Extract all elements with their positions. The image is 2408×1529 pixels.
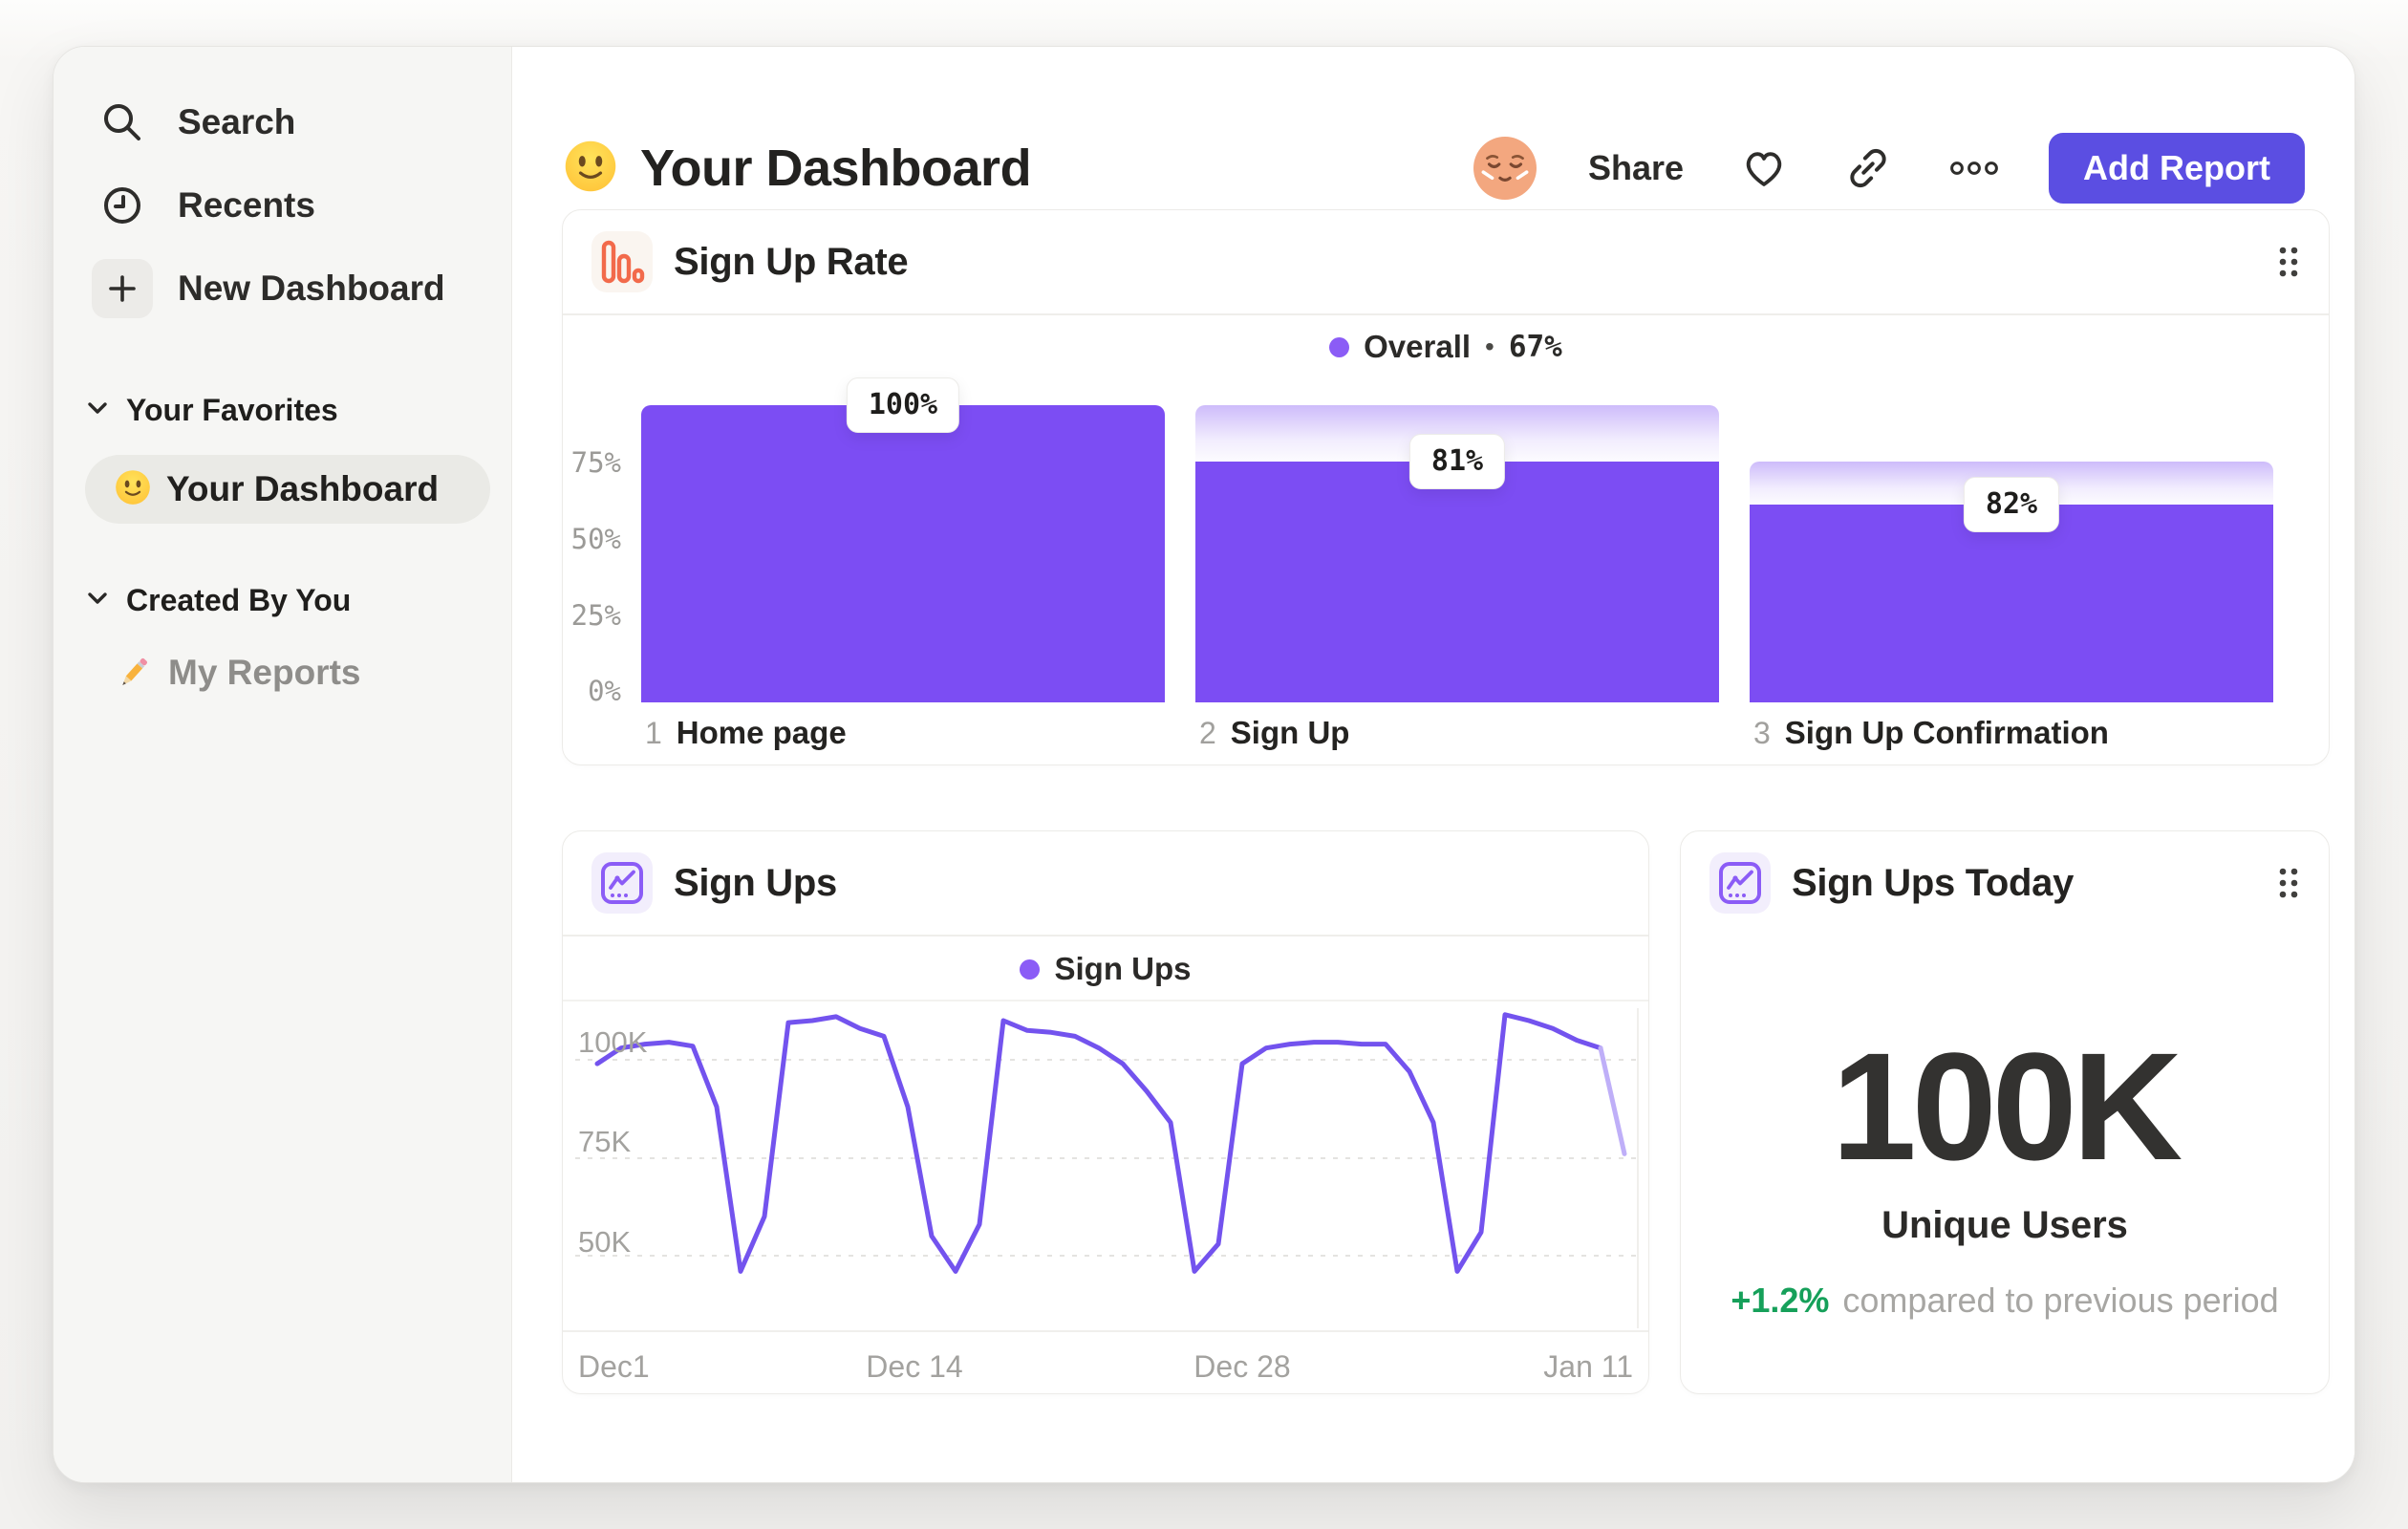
line-legend: Sign Ups bbox=[563, 946, 1648, 992]
page-title: Your Dashboard bbox=[640, 140, 1032, 197]
drag-handle-icon[interactable] bbox=[2277, 866, 2300, 900]
sidebar-item-your-dashboard[interactable]: Your Dashboard bbox=[85, 455, 490, 524]
title-group: Your Dashboard bbox=[564, 139, 1032, 198]
signups-line-projection bbox=[1598, 1045, 1627, 1156]
sidebar-item-label: New Dashboard bbox=[178, 269, 445, 308]
line-chart-icon bbox=[1709, 852, 1771, 914]
x-axis-tick: Dec 28 bbox=[1193, 1349, 1291, 1384]
y-axis-tick: 50% bbox=[570, 523, 621, 555]
kpi-metric-value: 100K bbox=[1831, 1021, 2183, 1192]
card-title: Sign Ups bbox=[674, 861, 837, 904]
signups-line-series bbox=[594, 1012, 1603, 1274]
legend-label: Sign Ups bbox=[1054, 951, 1192, 986]
x-axis-tick: Dec 14 bbox=[866, 1349, 963, 1384]
funnel-step-name: Sign Up bbox=[1230, 715, 1350, 750]
kpi-delta-value: +1.2% bbox=[1731, 1281, 1830, 1320]
sign-ups-today-card: Sign Ups Today 100K Unique Users +1.2% c… bbox=[1680, 830, 2330, 1394]
funnel-bar-solid bbox=[1195, 462, 1719, 702]
funnel-bar-solid bbox=[1750, 505, 2273, 702]
kpi-metric-label: Unique Users bbox=[1881, 1204, 2128, 1246]
funnel-bar bbox=[641, 405, 1165, 702]
section-title: Your Favorites bbox=[126, 393, 338, 427]
card-header: Sign Ups Today bbox=[1681, 831, 2329, 935]
funnel-bars: 100% 1 Home page 81% 2 Sign Up 82% 3 Sign Up Con… bbox=[563, 210, 2329, 764]
pencil-emoji-icon bbox=[107, 646, 161, 700]
sidebar-item-label: My Reports bbox=[168, 653, 361, 692]
kpi-delta-row: +1.2% compared to previous period bbox=[1681, 1281, 2329, 1321]
add-report-button[interactable]: Add Report bbox=[2049, 133, 2305, 204]
signups-line-chart bbox=[575, 1008, 1639, 1328]
funnel-step-name: Sign Up Confirmation bbox=[1784, 715, 2109, 750]
divider bbox=[563, 935, 1648, 937]
legend-dot-icon bbox=[1329, 336, 1350, 357]
drag-handle-icon[interactable] bbox=[2277, 245, 2300, 279]
sidebar-item-search[interactable]: Search bbox=[92, 92, 295, 153]
y-axis-tick: 50K bbox=[578, 1225, 632, 1259]
sidebar-item-new-dashboard[interactable]: New Dashboard bbox=[92, 258, 445, 319]
plus-icon bbox=[92, 259, 153, 318]
legend-dot-icon bbox=[1020, 958, 1041, 980]
copy-link-icon[interactable] bbox=[1844, 144, 1892, 192]
divider bbox=[563, 313, 2329, 315]
funnel-value-badge: 100% bbox=[846, 377, 960, 433]
y-axis-tick: 25% bbox=[570, 599, 621, 632]
funnel-bar-solid bbox=[641, 405, 1165, 702]
search-icon bbox=[92, 92, 153, 153]
kpi-delta-note: compared to previous period bbox=[1842, 1281, 2279, 1320]
divider bbox=[563, 1000, 1648, 1001]
card-title: Sign Up Rate bbox=[674, 240, 909, 283]
x-axis: Dec1 Dec 14 Dec 28 Jan 11 bbox=[563, 1330, 1648, 1395]
y-axis-tick: 75% bbox=[570, 446, 621, 479]
y-axis-tick: 0% bbox=[588, 675, 621, 707]
y-axis-tick: 100K bbox=[578, 1025, 648, 1059]
app-window: Search Recents New Dashboard Your Favori… bbox=[53, 46, 2355, 1483]
chevron-down-icon bbox=[86, 401, 109, 420]
y-axis-tick: 75K bbox=[578, 1125, 632, 1158]
section-title: Created By You bbox=[126, 583, 352, 617]
clock-icon bbox=[92, 175, 153, 236]
legend-label: Overall bbox=[1364, 329, 1472, 364]
funnel-value-badge: 81% bbox=[1408, 434, 1506, 490]
share-button[interactable]: Share bbox=[1587, 148, 1685, 187]
main-content: Your Dashboard Share Add Report bbox=[512, 47, 2354, 1482]
funnel-x-label: 2 Sign Up bbox=[1199, 715, 1349, 751]
funnel-x-label: 1 Home page bbox=[645, 715, 847, 751]
sidebar-item-label: Search bbox=[178, 102, 296, 141]
legend-separator: • bbox=[1485, 332, 1494, 361]
funnel-legend: Overall • 67% bbox=[563, 326, 2329, 368]
funnel-value-badge: 82% bbox=[1963, 477, 2060, 533]
funnel-step-number: 1 bbox=[645, 716, 662, 750]
smiley-emoji-icon bbox=[115, 469, 151, 510]
bar-chart-icon bbox=[591, 231, 653, 292]
more-options-ellipsis-icon[interactable] bbox=[1947, 159, 2001, 178]
line-chart-icon bbox=[591, 852, 653, 914]
sign-up-rate-card: Sign Up Rate Overall • 67% 75% 50% 25% 0… bbox=[562, 209, 2330, 765]
sidebar-section-your-favorites[interactable]: Your Favorites bbox=[86, 393, 338, 428]
chevron-down-icon bbox=[86, 592, 109, 610]
funnel-step-number: 3 bbox=[1753, 716, 1771, 750]
x-axis-tick: Jan 11 bbox=[1543, 1349, 1633, 1384]
funnel-step-name: Home page bbox=[676, 715, 847, 750]
card-header: Sign Up Rate bbox=[563, 210, 2329, 313]
x-axis-tick: Dec1 bbox=[578, 1349, 650, 1384]
funnel-x-label: 3 Sign Up Confirmation bbox=[1753, 715, 2109, 751]
card-header: Sign Ups bbox=[563, 831, 1648, 935]
smiley-emoji-icon bbox=[564, 140, 617, 198]
sign-ups-card: Sign Ups Sign Ups 100K 75K 50K Dec1 bbox=[562, 830, 1649, 1394]
sidebar-section-created-by-you[interactable]: Created By You bbox=[86, 583, 351, 618]
favorite-heart-icon[interactable] bbox=[1739, 145, 1789, 191]
legend-value: 67% bbox=[1508, 330, 1562, 364]
dashboard-header: Your Dashboard Share Add Report bbox=[512, 89, 2354, 248]
sidebar-item-my-reports[interactable]: My Reports bbox=[115, 644, 360, 701]
sidebar: Search Recents New Dashboard Your Favori… bbox=[54, 47, 512, 1482]
avatar[interactable] bbox=[1473, 137, 1537, 200]
funnel-bar bbox=[1750, 462, 2273, 702]
sidebar-item-label: Your Dashboard bbox=[166, 469, 440, 508]
sidebar-item-label: Recents bbox=[178, 185, 315, 225]
header-actions: Share Add Report bbox=[1473, 133, 2305, 204]
funnel-step-number: 2 bbox=[1199, 716, 1216, 750]
sidebar-item-recents[interactable]: Recents bbox=[92, 175, 315, 236]
card-title: Sign Ups Today bbox=[1792, 861, 2075, 904]
